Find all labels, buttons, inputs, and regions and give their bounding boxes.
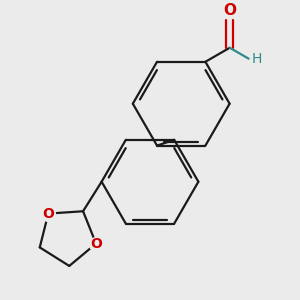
Text: O: O (90, 237, 102, 250)
Text: H: H (251, 52, 262, 66)
Text: O: O (42, 207, 54, 220)
Text: O: O (223, 3, 236, 18)
